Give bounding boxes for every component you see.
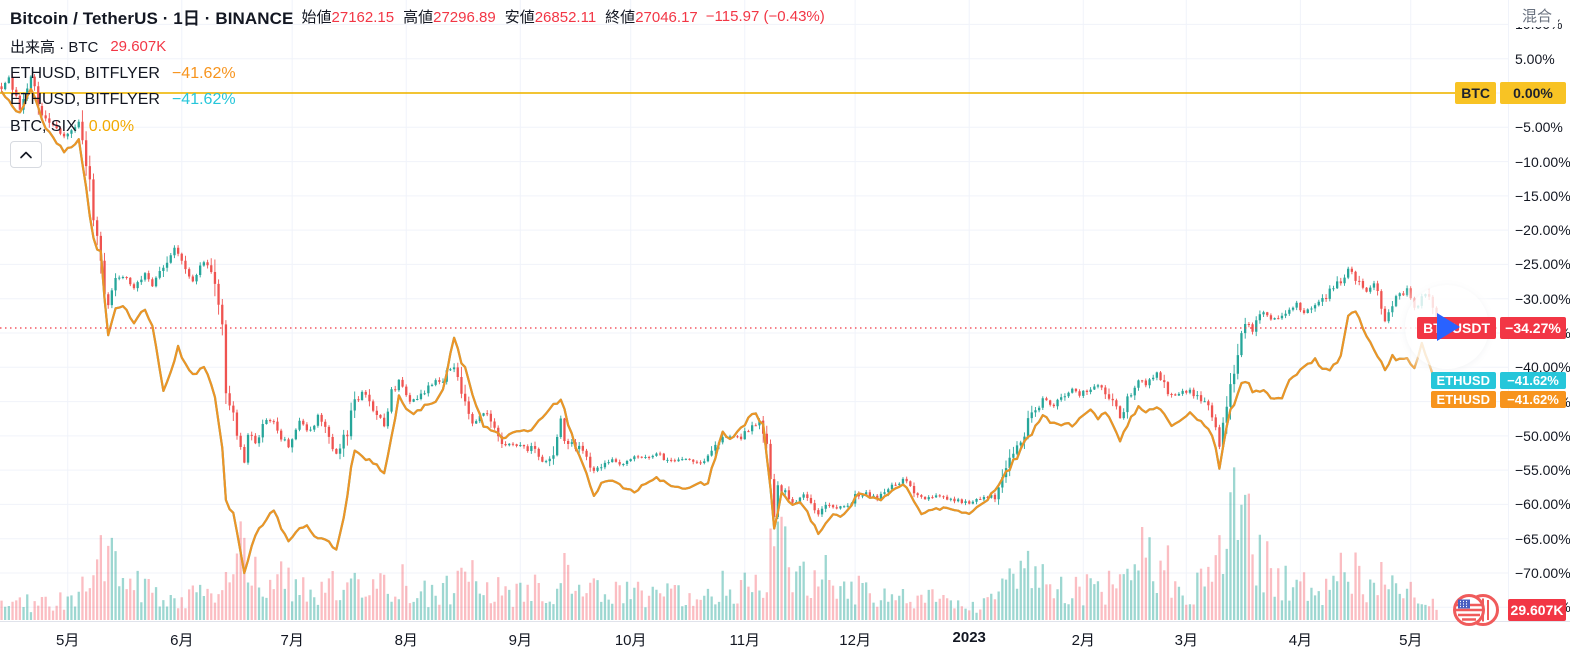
ethusd-cyan-price-badge: ETHUSD −41.62% [1430, 371, 1566, 389]
price-axis-label: −5.00% [1515, 119, 1563, 136]
volume-legend-row[interactable]: 出来高 · BTC 29.607K [10, 36, 166, 56]
badge-symbol: ETHUSD [1430, 371, 1496, 389]
play-button-icon[interactable] [1437, 313, 1460, 341]
compare-legend-row-eth-cyan[interactable]: ETHUSD, BITFLYER −41.62% [10, 90, 236, 110]
symbol-title[interactable]: Bitcoin / TetherUS · 1日 · BINANCE [10, 8, 294, 28]
change-value: −115.97 (−0.43%) [705, 7, 825, 25]
time-axis[interactable]: 5月 6月 7月 8月 9月 10月 11月 12月 2023 2月 3月 4月 5月 [0, 621, 1570, 653]
low-value: 26852.11 [534, 8, 597, 26]
btc-six-price-badge: BTC 0.00% [1455, 82, 1566, 104]
time-axis-label: 4月 [1288, 632, 1313, 649]
price-axis-label: −15.00% [1515, 187, 1570, 204]
price-axis-label: −60.00% [1515, 496, 1570, 513]
currency-coins-icon [1453, 594, 1499, 626]
volume-bars-up [4, 467, 1427, 620]
ethusd-line-orange [0, 87, 1438, 575]
volume-value-badge: 29.607K [1508, 599, 1566, 621]
price-axis-label: −55.00% [1515, 462, 1570, 479]
time-axis-label: 5月 [1399, 632, 1423, 649]
low-label: 安値 [504, 8, 535, 26]
ethusd-orange-price-badge: ETHUSD −41.62% [1430, 390, 1566, 408]
compare-label[interactable]: ETHUSD, BITFLYER [10, 91, 160, 108]
ohlc-values: 始値27162.15 高値27296.89 安値26852.11 終値27046… [302, 6, 698, 27]
compare-value: 0.00% [88, 118, 135, 135]
time-axis-label: 12月 [839, 632, 871, 649]
price-axis-label: −25.00% [1515, 256, 1570, 273]
close-value: 27046.17 [635, 8, 698, 26]
time-axis-label: 8月 [394, 632, 418, 649]
time-axis-label: 9月 [508, 632, 532, 649]
price-axis-label: −10.00% [1515, 153, 1570, 170]
high-value: 27296.89 [433, 8, 496, 26]
symbol-header[interactable]: Bitcoin / TetherUS · 1日 · BINANCE 始値2716… [10, 4, 825, 28]
compare-legend-row-btc-six[interactable]: BTC, SIX 0.00% [10, 117, 134, 137]
badge-value: −41.62% [1500, 390, 1566, 408]
volume-legend-label[interactable]: 出来高 · BTC [10, 38, 99, 56]
price-axis-label: −40.00% [1515, 359, 1570, 376]
compare-value: −41.62% [171, 91, 236, 108]
price-axis-label: −65.00% [1515, 530, 1570, 547]
compare-label[interactable]: BTC, SIX [10, 118, 77, 135]
price-axis-label: −30.00% [1515, 290, 1570, 307]
legend-collapse-button[interactable] [10, 141, 42, 168]
scale-mode-chip[interactable]: 混合 [1516, 4, 1559, 27]
open-value: 27162.15 [331, 8, 395, 26]
price-axis-label: −50.00% [1515, 427, 1570, 444]
time-axis-label: 6月 [170, 632, 194, 649]
time-axis-label: 3月 [1174, 632, 1198, 649]
price-axis-label: −20.00% [1515, 222, 1570, 239]
volume-legend-value: 29.607K [110, 37, 167, 55]
badge-symbol: ETHUSD [1430, 390, 1496, 408]
badge-value: −41.62% [1500, 371, 1566, 389]
badge-value: 0.00% [1500, 82, 1566, 104]
time-axis-label: 5月 [56, 632, 80, 649]
high-label: 高値 [403, 8, 434, 26]
time-axis-label: 2月 [1071, 632, 1095, 649]
time-axis-label: 11月 [729, 632, 761, 649]
compare-value: −41.62% [171, 65, 236, 82]
chevron-up-icon [20, 151, 32, 158]
badge-symbol: BTC [1455, 82, 1496, 104]
time-axis-label: 7月 [280, 632, 304, 649]
badge-value: −34.27% [1500, 317, 1566, 339]
close-label: 終値 [605, 8, 636, 26]
time-axis-label: 2023 [952, 629, 986, 646]
open-label: 始値 [301, 8, 332, 26]
compare-legend-row-eth-orange[interactable]: ETHUSD, BITFLYER −41.62% [10, 64, 236, 84]
price-axis-label: −70.00% [1515, 564, 1570, 581]
time-axis-label: 10月 [614, 632, 647, 649]
price-axis-label: 5.00% [1515, 50, 1555, 67]
compare-label[interactable]: ETHUSD, BITFLYER [10, 65, 160, 82]
